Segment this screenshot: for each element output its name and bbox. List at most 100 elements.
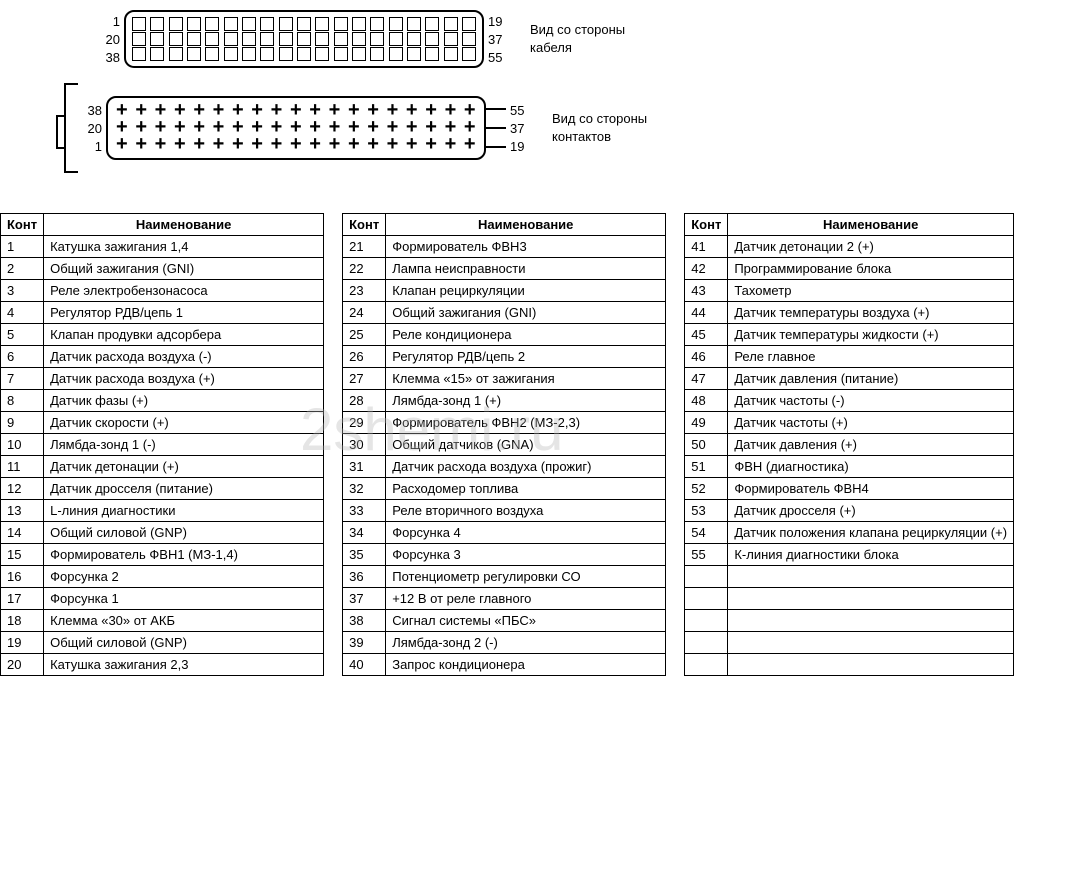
table-row: 51ФВН (диагностика) <box>685 456 1014 478</box>
cell-pin: 28 <box>343 390 386 412</box>
connector-body-top <box>124 10 484 68</box>
bottom-right-pin-labels: 55 37 19 <box>510 102 534 154</box>
cell-name: Общий силовой (GNP) <box>44 522 324 544</box>
table-row: 12Датчик дросселя (питание) <box>1 478 324 500</box>
table-row: 27Клемма «15» от зажигания <box>343 368 666 390</box>
table-row: 53Датчик дросселя (+) <box>685 500 1014 522</box>
cell-pin <box>685 610 728 632</box>
top-left-pin-labels: 1 20 38 <box>100 13 120 65</box>
cell-name: Форсунка 1 <box>44 588 324 610</box>
pin-label: 20 <box>100 31 120 49</box>
col-header-pin: Конт <box>685 214 728 236</box>
cell-pin <box>685 588 728 610</box>
table-row: 47Датчик давления (питание) <box>685 368 1014 390</box>
table-row: 9Датчик скорости (+) <box>1 412 324 434</box>
cell-name: Датчик расхода воздуха (+) <box>44 368 324 390</box>
cell-pin: 53 <box>685 500 728 522</box>
cell-pin: 52 <box>685 478 728 500</box>
cell-name <box>728 654 1014 676</box>
cell-pin: 4 <box>1 302 44 324</box>
connector-pin <box>187 32 201 46</box>
cell-pin: 51 <box>685 456 728 478</box>
table-row: 31Датчик расхода воздуха (прожиг) <box>343 456 666 478</box>
cell-pin: 54 <box>685 522 728 544</box>
cell-pin: 31 <box>343 456 386 478</box>
table-row <box>685 654 1014 676</box>
cell-pin: 45 <box>685 324 728 346</box>
table-row: 7Датчик расхода воздуха (+) <box>1 368 324 390</box>
table-row <box>685 566 1014 588</box>
pinout-table-1: Конт Наименование 1Катушка зажигания 1,4… <box>0 213 324 676</box>
pin-label: 55 <box>488 49 512 67</box>
cell-name: К-линия диагностики блока <box>728 544 1014 566</box>
table-row: 41Датчик детонации 2 (+) <box>685 236 1014 258</box>
connector-pin <box>153 137 169 153</box>
connector-pin <box>423 137 439 153</box>
connector-pin <box>132 32 146 46</box>
connector-pin <box>169 32 183 46</box>
cell-pin: 38 <box>343 610 386 632</box>
pin-label: 20 <box>82 120 102 138</box>
cell-pin: 48 <box>685 390 728 412</box>
connector-pin <box>315 17 329 31</box>
cell-pin: 47 <box>685 368 728 390</box>
cell-name: L-линия диагностики <box>44 500 324 522</box>
connector-pin <box>169 17 183 31</box>
connector-pin <box>462 32 476 46</box>
col-header-pin: Конт <box>343 214 386 236</box>
pin-label: 19 <box>488 13 512 31</box>
table-row: 22Лампа неисправности <box>343 258 666 280</box>
cell-name: Датчик детонации 2 (+) <box>728 236 1014 258</box>
cell-pin: 50 <box>685 434 728 456</box>
cell-pin: 25 <box>343 324 386 346</box>
connector-diagrams: 1 20 38 19 37 55 Вид со стороны кабеля <box>100 10 1080 173</box>
connector-pin <box>425 32 439 46</box>
cell-pin: 6 <box>1 346 44 368</box>
connector-pin <box>150 47 164 61</box>
connector-pin <box>260 47 274 61</box>
connector-pin <box>462 47 476 61</box>
cell-pin: 7 <box>1 368 44 390</box>
cell-name: Общий зажигания (GNI) <box>386 302 666 324</box>
cell-pin: 49 <box>685 412 728 434</box>
table-row: 5Клапан продувки адсорбера <box>1 324 324 346</box>
table-row: 48Датчик частоты (-) <box>685 390 1014 412</box>
connector-pin <box>172 137 188 153</box>
cell-name <box>728 610 1014 632</box>
cell-name: Датчик частоты (-) <box>728 390 1014 412</box>
connector-pin <box>370 47 384 61</box>
connector-pin <box>315 47 329 61</box>
col-header-name: Наименование <box>44 214 324 236</box>
cell-pin: 34 <box>343 522 386 544</box>
connector-pin <box>132 47 146 61</box>
connector-pin <box>404 137 420 153</box>
connector-pin <box>385 137 401 153</box>
connector-pin <box>205 32 219 46</box>
connector-pin <box>187 47 201 61</box>
cell-name: Реле главное <box>728 346 1014 368</box>
connector-pin <box>260 17 274 31</box>
connector-pin <box>444 17 458 31</box>
cell-name: Регулятор РДВ/цепь 1 <box>44 302 324 324</box>
cell-name: Катушка зажигания 1,4 <box>44 236 324 258</box>
cell-name: Сигнал системы «ПБС» <box>386 610 666 632</box>
connector-pin <box>370 32 384 46</box>
connector-pin <box>150 17 164 31</box>
cell-name: Датчик детонации (+) <box>44 456 324 478</box>
cell-name: ФВН (диагностика) <box>728 456 1014 478</box>
caption-line: Вид со стороны <box>552 110 647 128</box>
connector-pin <box>224 32 238 46</box>
table-row: 10Лямбда-зонд 1 (-) <box>1 434 324 456</box>
table-row: 24Общий зажигания (GNI) <box>343 302 666 324</box>
table-row: 15Формирователь ФВН1 (МЗ-1,4) <box>1 544 324 566</box>
cell-pin: 16 <box>1 566 44 588</box>
cell-pin: 32 <box>343 478 386 500</box>
cell-name: Датчик температуры воздуха (+) <box>728 302 1014 324</box>
cell-pin: 39 <box>343 632 386 654</box>
connector-pin <box>389 47 403 61</box>
connector-pin <box>334 47 348 61</box>
connector-pin <box>288 137 304 153</box>
cell-name: Общий силовой (GNP) <box>44 632 324 654</box>
table-row: 40Запрос кондиционера <box>343 654 666 676</box>
pin-label: 38 <box>82 102 102 120</box>
